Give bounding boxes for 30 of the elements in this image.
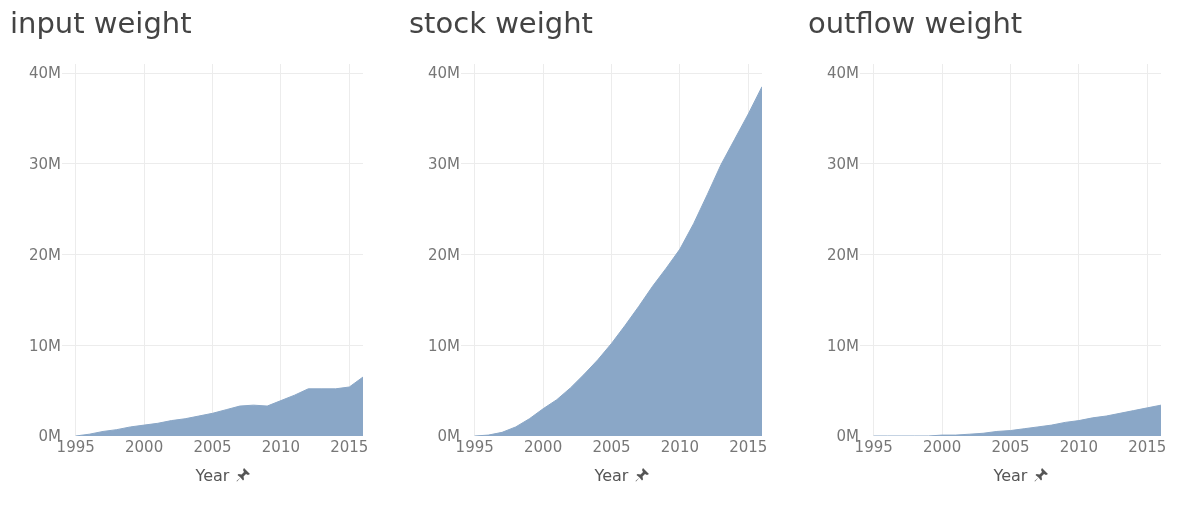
y-tick-label: 10M	[826, 336, 859, 355]
x-tick-label: 2005	[991, 438, 1030, 456]
x-tick-label: 2010	[660, 438, 699, 456]
y-tick-label: 20M	[427, 245, 460, 264]
y-tick-label: 20M	[28, 245, 61, 264]
y-tick-label: 30M	[427, 155, 460, 174]
x-tick-label: 2015	[1128, 438, 1167, 456]
x-tick-label: 2000	[524, 438, 563, 456]
x-tick-label: 2010	[261, 438, 300, 456]
x-tick-label: 2000	[125, 438, 164, 456]
x-tick-label: 2005	[592, 438, 631, 456]
x-tick-label: 2010	[1059, 438, 1098, 456]
x-tick-label: 2015	[330, 438, 369, 456]
y-tick-label: 40M	[427, 64, 460, 83]
y-tick-label: 40M	[826, 64, 859, 83]
chart-title: outflow weight	[807, 6, 1023, 40]
x-axis-title: Year	[593, 465, 629, 485]
x-axis-title: Year	[992, 465, 1028, 485]
y-tick-label: 10M	[28, 336, 61, 355]
y-tick-label: 20M	[826, 245, 859, 264]
y-tick-label: 40M	[28, 64, 61, 83]
x-tick-label: 2005	[193, 438, 232, 456]
chart-title: input weight	[9, 6, 192, 40]
chart-title: stock weight	[408, 6, 593, 40]
y-tick-label: 30M	[28, 155, 61, 174]
x-axis-title: Year	[194, 465, 230, 485]
y-tick-label: 10M	[427, 336, 460, 355]
y-tick-label: 30M	[826, 155, 859, 174]
x-tick-label: 2000	[923, 438, 962, 456]
x-tick-label: 2015	[729, 438, 768, 456]
